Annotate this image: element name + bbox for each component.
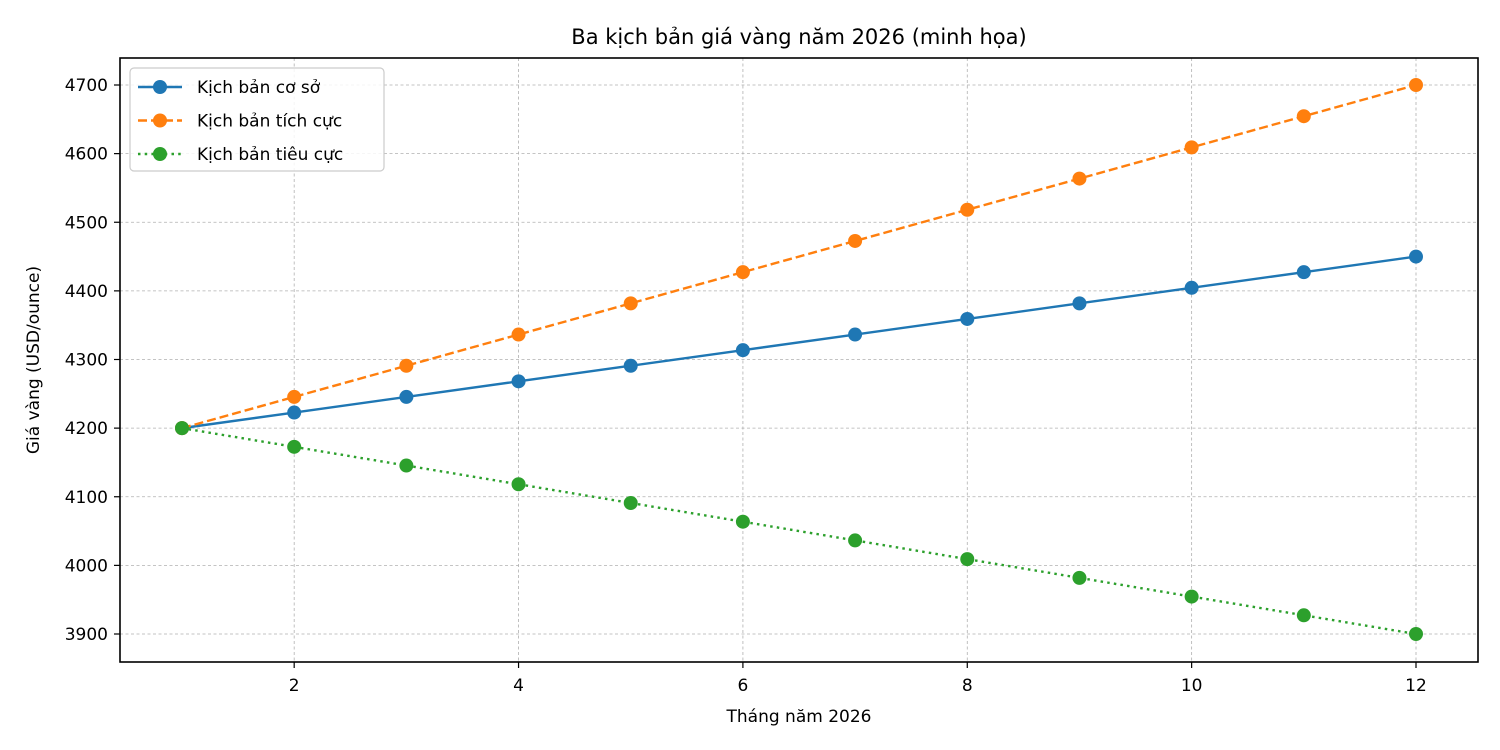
series-1	[175, 249, 1423, 436]
data-point	[511, 477, 526, 492]
data-point	[848, 233, 863, 248]
data-point	[399, 389, 414, 404]
y-tick-label: 4600	[65, 145, 108, 165]
y-tick-label: 3900	[65, 625, 108, 645]
data-point	[960, 202, 975, 217]
data-point	[399, 358, 414, 373]
x-axis-ticks: 2 4 6 8 10 12	[289, 662, 1427, 696]
series-3	[175, 421, 1423, 641]
legend-label: Kịch bản tích cực	[197, 112, 342, 132]
x-axis-label: Tháng năm 2026	[726, 707, 872, 727]
data-point	[1409, 78, 1423, 92]
data-point	[1296, 608, 1311, 623]
data-point	[511, 327, 526, 342]
legend-label: Kịch bản tiêu cực	[197, 145, 343, 165]
data-point	[1184, 280, 1199, 295]
y-tick-label: 4000	[65, 556, 108, 576]
x-tick-label: 2	[289, 676, 300, 696]
y-tick-label: 4300	[65, 351, 108, 371]
y-axis-ticks: 3900 4000 4100 4200 4300 4400 4500 4600 4700	[65, 76, 120, 645]
data-point	[848, 533, 863, 548]
y-tick-label: 4700	[65, 76, 108, 96]
y-axis-label: Giá vàng (USD/ounce)	[24, 266, 44, 454]
data-point	[735, 343, 750, 358]
data-point	[1296, 265, 1311, 280]
data-point	[175, 421, 189, 436]
data-point	[1296, 109, 1311, 124]
x-tick-label: 8	[962, 676, 973, 696]
data-point	[1409, 249, 1423, 264]
legend-label: Kịch bản cơ sở	[197, 78, 321, 98]
data-point	[1072, 296, 1087, 311]
x-tick-label: 12	[1405, 676, 1427, 696]
series-lines	[175, 78, 1423, 641]
data-point	[1184, 589, 1199, 604]
legend-marker-icon	[153, 80, 167, 94]
data-point	[623, 296, 638, 311]
data-point	[623, 358, 638, 373]
data-point	[735, 514, 750, 529]
y-tick-label: 4500	[65, 213, 108, 233]
data-point	[399, 458, 414, 473]
data-point	[1409, 627, 1423, 641]
y-tick-label: 4400	[65, 282, 108, 302]
data-point	[623, 495, 638, 510]
data-point	[287, 439, 302, 454]
data-point	[511, 374, 526, 389]
data-point	[960, 311, 975, 326]
data-point	[1072, 570, 1087, 585]
data-point	[848, 327, 863, 342]
legend-marker-icon	[153, 113, 167, 128]
data-point	[1184, 140, 1199, 155]
y-tick-label: 4200	[65, 419, 108, 439]
legend: Kịch bản cơ sở Kịch bản tích cực Kịch bản …	[129, 67, 385, 172]
data-point	[960, 552, 975, 567]
data-point	[287, 405, 302, 420]
x-tick-label: 6	[737, 676, 748, 696]
series-2	[175, 78, 1423, 436]
chart-title: Ba kịch bản giá vàng năm 2026 (minh họa)	[571, 25, 1026, 49]
data-point	[1072, 171, 1087, 186]
legend-marker-icon	[153, 147, 167, 161]
y-tick-label: 4100	[65, 488, 108, 508]
legend-box	[129, 67, 385, 172]
data-point	[287, 389, 302, 404]
data-point	[735, 265, 750, 280]
x-tick-label: 10	[1181, 676, 1203, 696]
x-tick-label: 4	[513, 676, 524, 696]
